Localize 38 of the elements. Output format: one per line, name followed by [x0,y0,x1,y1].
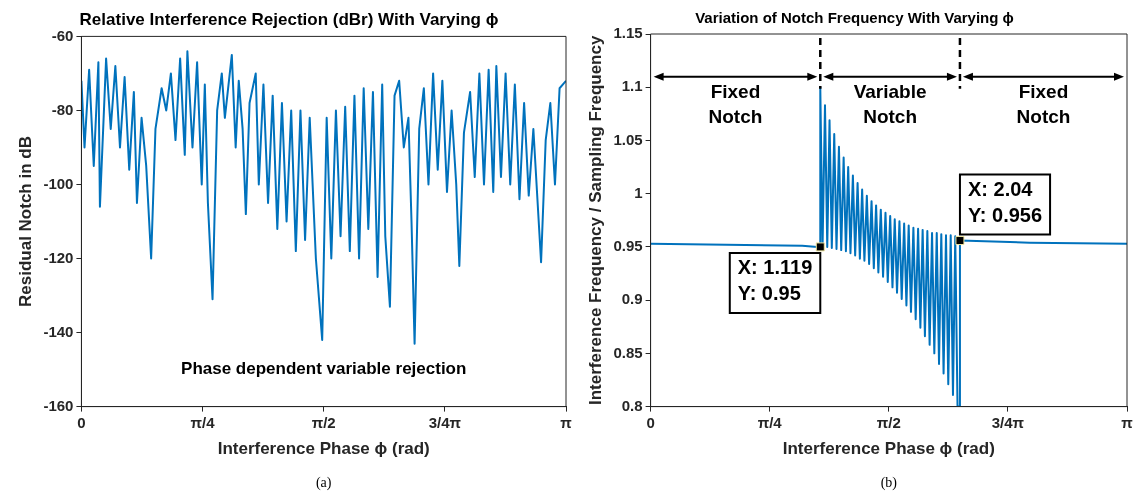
x-tick-label: π/2 [876,413,901,431]
y-tick-label: 1 [634,183,643,201]
x-tick-label: 3/4π [428,413,462,431]
y-tick-label: -160 [43,396,74,414]
x-tick-label: π [1121,413,1134,431]
annotation: Fixed Notch [1016,80,1071,127]
y-tick-label: 0.8 [621,396,643,414]
x-tick-label: 3/4π [991,413,1025,431]
annotation: X: 2.04 Y: 0.956 [967,178,1043,227]
annotation: Variable Notch [853,80,927,127]
annotation: Fixed Notch [708,80,763,127]
y-tick-label: 1.05 [613,130,643,148]
y-tick-label: 0.95 [613,237,643,255]
y-tick-label: 1.1 [621,77,643,95]
x-axis-title: Interference Phase ϕ (rad) [217,439,430,459]
x-tick-label: π/4 [190,413,216,431]
text: (b) [880,474,898,491]
x-tick-label: π/2 [311,413,336,431]
y-axis-title: Residual Notch in dB [15,136,35,307]
y-tick-label: -80 [51,100,74,118]
x-tick-label: 0 [646,413,655,431]
x-axis-title: Interference Phase ϕ (rad) [782,439,995,459]
text: (a) [315,474,332,491]
x-tick-label: π [560,413,573,431]
y-tick-label: -120 [43,248,74,266]
y-tick-label: 0.9 [621,290,643,308]
chart-title: Relative Interference Rejection (dBr) With Varying ϕ [79,9,499,29]
y-tick-label: -100 [43,174,74,192]
y-tick-label: -60 [51,26,74,44]
annotation: Phase dependent variable rejection [181,359,467,379]
x-tick-label: π/4 [757,413,783,431]
y-axis-title: Interference Frequency / Sampling Frequency [585,35,605,405]
y-tick-label: -140 [43,322,74,340]
annotation: X: 1.119 Y: 0.95 [737,256,813,305]
y-tick-label: 1.15 [613,24,643,42]
y-tick-label: 0.85 [613,343,643,361]
chart-title: Variation of Notch Frequency With Varying ϕ [695,9,1014,27]
x-tick-label: 0 [77,413,86,431]
